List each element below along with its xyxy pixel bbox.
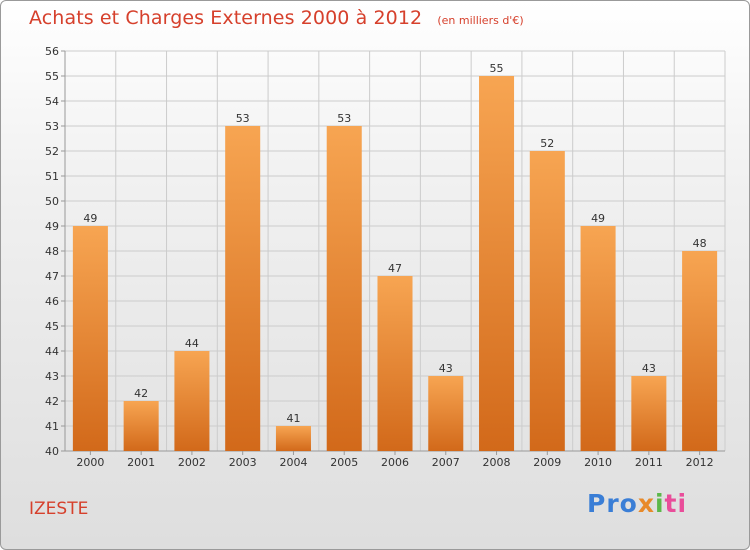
x-tick-label: 2008 <box>483 456 511 469</box>
bar <box>529 151 565 451</box>
data-label: 53 <box>236 112 250 125</box>
x-tick-label: 2011 <box>635 456 663 469</box>
bar <box>377 276 413 451</box>
data-label: 41 <box>286 412 300 425</box>
y-tick-label: 56 <box>45 45 59 58</box>
data-label: 43 <box>642 362 656 375</box>
logo-part: ti <box>664 489 688 518</box>
x-tick-label: 2009 <box>533 456 561 469</box>
y-tick-label: 44 <box>45 345 59 358</box>
bar <box>225 126 261 451</box>
y-tick-label: 40 <box>45 445 59 458</box>
x-tick-label: 2012 <box>686 456 714 469</box>
bar <box>580 226 616 451</box>
data-label: 55 <box>490 62 504 75</box>
y-tick-label: 49 <box>45 220 59 233</box>
data-label: 44 <box>185 337 199 350</box>
x-tick-label: 2005 <box>330 456 358 469</box>
x-tick-label: 2010 <box>584 456 612 469</box>
logo-part: Pro <box>587 489 638 518</box>
data-label: 43 <box>439 362 453 375</box>
data-label: 42 <box>134 387 148 400</box>
x-tick-label: 2000 <box>76 456 104 469</box>
bar <box>479 76 515 451</box>
chart-title-row: Achats et Charges Externes 2000 à 2012 (… <box>29 7 524 29</box>
bar <box>174 351 210 451</box>
y-tick-label: 47 <box>45 270 59 283</box>
y-tick-label: 51 <box>45 170 59 183</box>
logo-part: x <box>637 489 655 518</box>
x-tick-label: 2007 <box>432 456 460 469</box>
chart-title: Achats et Charges Externes 2000 à 2012 <box>29 7 423 29</box>
data-label: 47 <box>388 262 402 275</box>
location-label: IZESTE <box>29 499 89 519</box>
x-tick-label: 2002 <box>178 456 206 469</box>
x-tick-label: 2006 <box>381 456 409 469</box>
bar <box>428 376 464 451</box>
y-tick-label: 46 <box>45 295 59 308</box>
bar <box>275 426 311 451</box>
y-tick-label: 48 <box>45 245 59 258</box>
y-tick-label: 41 <box>45 420 59 433</box>
x-axis: 2000 2001 2002 2003 2004 2005 2006 2007 2008 2009… <box>76 451 714 469</box>
data-label: 48 <box>693 237 707 250</box>
bar <box>123 401 159 451</box>
y-tick-label: 42 <box>45 395 59 408</box>
data-label: 49 <box>83 212 97 225</box>
y-tick-label: 53 <box>45 120 59 133</box>
data-label: 53 <box>337 112 351 125</box>
chart-unit: (en milliers d'€) <box>437 14 524 27</box>
x-tick-label: 2003 <box>229 456 257 469</box>
x-tick-label: 2004 <box>279 456 307 469</box>
data-label: 49 <box>591 212 605 225</box>
logo-part: i <box>654 489 665 518</box>
bars: 49 42 44 53 41 53 47 43 55 52 49 43 48 <box>72 62 718 451</box>
y-tick-label: 55 <box>45 70 59 83</box>
bar <box>682 251 718 451</box>
y-tick-label: 50 <box>45 195 59 208</box>
bar <box>72 226 108 451</box>
bar <box>326 126 362 451</box>
data-label: 52 <box>540 137 554 150</box>
x-tick-label: 2001 <box>127 456 155 469</box>
proxiti-logo: Proxiti <box>587 489 687 518</box>
y-tick-label: 45 <box>45 320 59 333</box>
y-tick-label: 43 <box>45 370 59 383</box>
bar <box>631 376 667 451</box>
y-tick-label: 54 <box>45 95 59 108</box>
y-tick-label: 52 <box>45 145 59 158</box>
